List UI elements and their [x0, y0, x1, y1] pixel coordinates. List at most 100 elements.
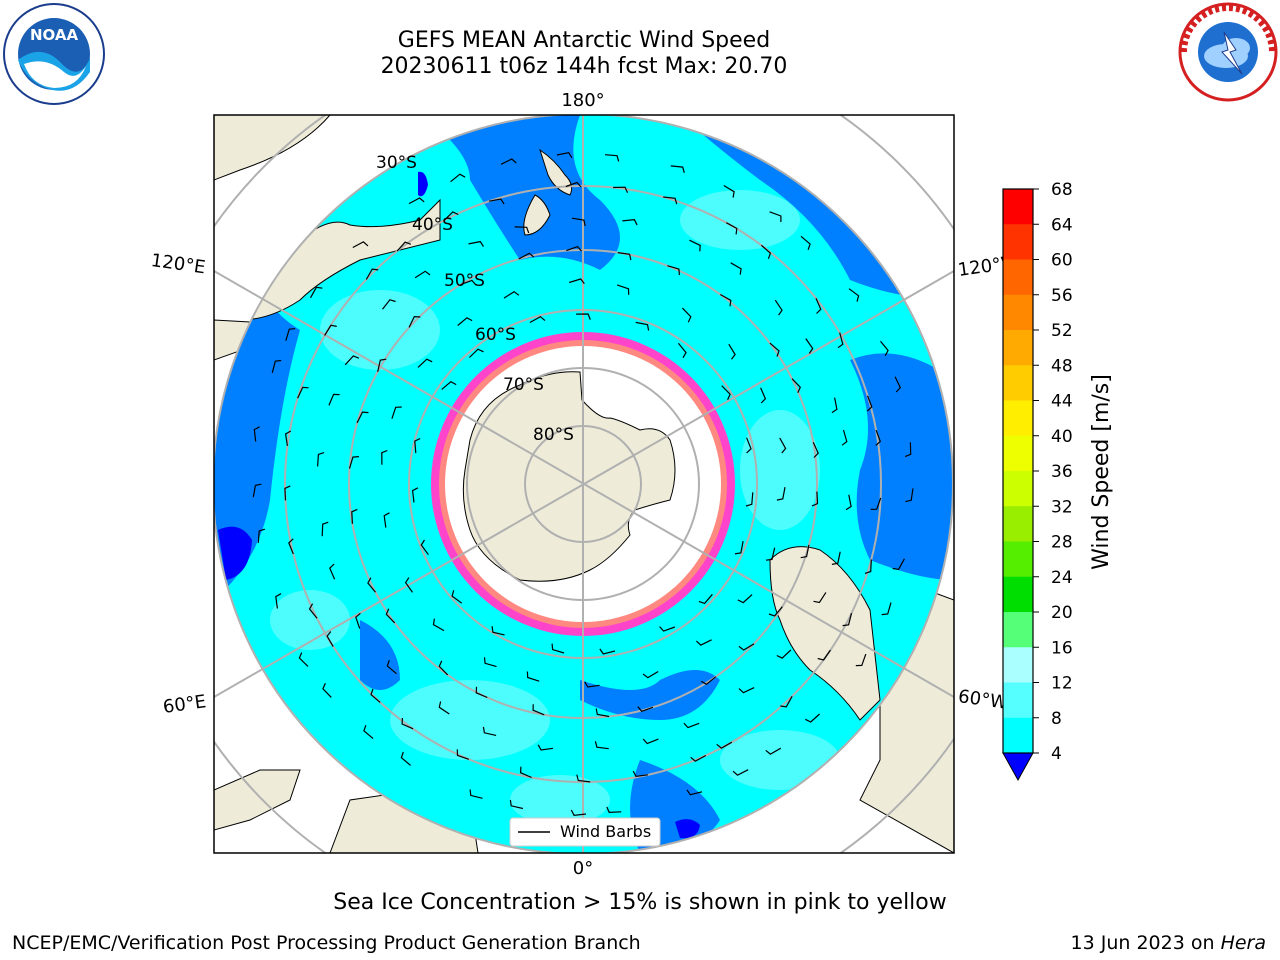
wind-barb	[870, 497, 882, 510]
wind-barb	[566, 245, 582, 252]
wind-barb	[401, 717, 414, 730]
wind-barb	[584, 681, 600, 688]
lon-label-180: 180°	[561, 90, 604, 111]
wind-barb	[532, 704, 545, 716]
wind-barb	[417, 358, 433, 368]
wind-barb	[613, 186, 629, 193]
map-frame	[213, 114, 955, 854]
wind-barb	[812, 442, 819, 458]
wind-barb	[356, 411, 369, 424]
wind-barb	[441, 380, 457, 390]
colorbar-tick-label: 48	[1051, 356, 1073, 376]
wind-barb	[604, 154, 620, 162]
wind-barb	[642, 670, 659, 679]
colorbar-tick-label: 16	[1051, 638, 1073, 658]
wind-barb	[468, 240, 485, 247]
wind-barb	[776, 649, 792, 659]
wind-barb	[317, 452, 325, 467]
wind-barb	[831, 397, 838, 414]
wind-barb	[308, 603, 318, 619]
wind-barb	[721, 385, 731, 400]
wind-barb	[396, 241, 412, 252]
wind-barb	[275, 593, 282, 609]
lon-label-0: 0°	[573, 858, 593, 879]
wind-barb	[253, 426, 260, 442]
colorbar-bin	[1003, 541, 1033, 578]
wind-barb	[329, 563, 336, 580]
wind-barb	[537, 744, 554, 751]
colorbar-bin	[1003, 471, 1033, 507]
wind-barb	[663, 196, 678, 205]
wind-barb	[414, 437, 421, 454]
chart-subtitle: 20230611 t06z 144h fcst Max: 20.70	[380, 54, 788, 79]
wind-barb	[460, 279, 477, 286]
footer-host: Hera	[1220, 932, 1266, 954]
wind-barb	[686, 789, 703, 796]
wind-barb	[805, 713, 821, 723]
wind-barb	[519, 766, 532, 779]
wind-barb	[845, 494, 852, 511]
wind-barb	[556, 152, 573, 159]
wind-barb	[813, 592, 827, 604]
wind-barb	[438, 660, 449, 676]
wind-barb	[565, 181, 582, 188]
wind-barb	[765, 747, 782, 755]
wind-barb	[760, 387, 767, 404]
colorbar-tick-label: 28	[1051, 533, 1073, 553]
colorbar-bin	[1003, 506, 1033, 542]
lat-label-40s: 40°S	[412, 215, 453, 235]
wind-barb	[791, 378, 802, 394]
wind-barb	[381, 449, 388, 465]
wind-barb	[738, 643, 755, 651]
wind-barb	[716, 741, 733, 749]
colorbar-tick-label: 64	[1051, 215, 1073, 235]
wind-barb	[738, 687, 755, 694]
wind-barb	[800, 235, 811, 250]
wind-barb	[469, 789, 483, 799]
wind-barb	[698, 593, 713, 605]
chart-title: GEFS MEAN Antarctic Wind Speed	[397, 28, 771, 53]
wind-barb	[321, 521, 329, 537]
wind-barb	[363, 724, 374, 740]
wind-barb	[551, 643, 565, 654]
wind-barb	[328, 393, 340, 406]
wind-barb	[779, 437, 787, 454]
legend-label: Wind Barbs	[560, 822, 651, 841]
colorbar-tick-label: 56	[1051, 286, 1073, 306]
wind-barb	[875, 429, 882, 446]
wind-barb	[683, 722, 700, 729]
wind-barb	[866, 395, 873, 412]
wind-barb	[848, 288, 860, 302]
wind-barb	[482, 726, 497, 736]
wind-barb	[769, 211, 782, 222]
wind-barb	[637, 706, 654, 713]
wind-barbs	[252, 152, 914, 816]
colorbar-tick-label: 36	[1051, 462, 1073, 482]
wind-barb	[746, 437, 752, 454]
noaa-logo-text: NOAA	[30, 26, 79, 44]
colorbar-bin	[1003, 330, 1033, 366]
lat-label-30s: 30°S	[376, 153, 417, 173]
wind-barb	[297, 386, 309, 399]
wind-barb	[805, 338, 814, 354]
colorbar-tick-label: 60	[1051, 251, 1073, 271]
colorbar-tick-label: 4	[1051, 744, 1062, 764]
wind-barb	[734, 540, 744, 555]
wind-barb	[348, 456, 359, 469]
wind-barb	[905, 488, 914, 503]
wind-barb	[483, 657, 497, 668]
wind-barb	[892, 558, 905, 570]
wind-barb	[904, 442, 912, 458]
wind-barb	[377, 358, 387, 372]
wind-barb	[367, 577, 376, 593]
wind-barb	[681, 307, 692, 323]
wind-barb	[831, 551, 841, 565]
wind-barb	[617, 252, 632, 261]
wind-barb	[411, 487, 419, 503]
wind-barb	[509, 799, 524, 810]
wind-barb	[451, 590, 463, 604]
wind-barb	[344, 355, 360, 366]
wind-barb	[383, 512, 390, 528]
footer-date-text: 13 Jun 2023 on	[1070, 932, 1221, 954]
sea-ice-caption: Sea Ice Concentration > 15% is shown in …	[333, 890, 947, 915]
